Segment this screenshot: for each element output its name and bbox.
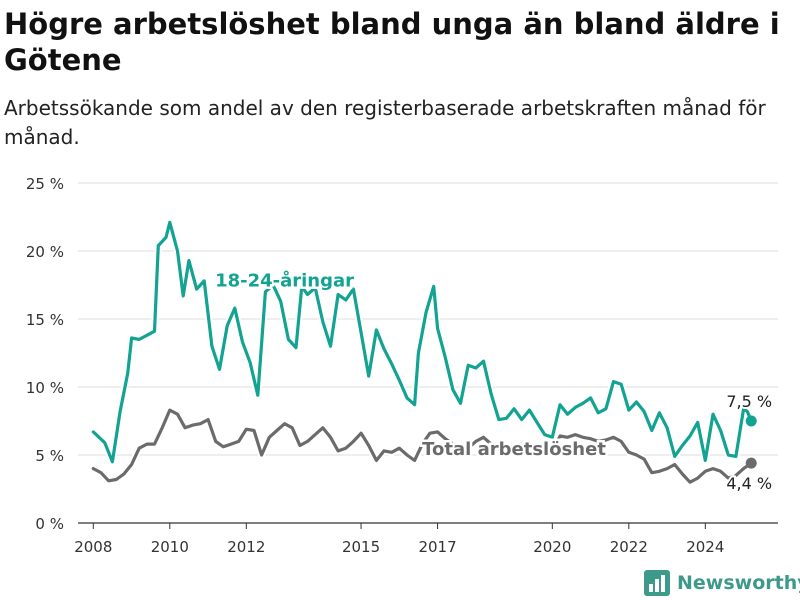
y-tick-label: 20 %: [26, 243, 64, 261]
y-tick-label: 5 %: [35, 447, 64, 465]
y-tick-label: 25 %: [26, 175, 64, 193]
bar-chart-logo-icon: [644, 570, 670, 596]
series-label-youth: 18-24-åringar: [215, 269, 354, 291]
chart-title: Högre arbetslöshet bland unga än bland ä…: [4, 7, 780, 77]
x-tick-label: 2020: [533, 538, 571, 556]
x-tick-label: 2024: [686, 538, 724, 556]
series-end-marker-youth: [745, 415, 757, 427]
x-tick-label: 2015: [342, 538, 380, 556]
series-line-total: [91, 408, 753, 484]
x-tick-label: 2017: [418, 538, 456, 556]
end-value-label-total: 4,4 %: [726, 474, 772, 493]
chart-subtitle: Arbetssökande som andel av den registerb…: [4, 96, 766, 149]
newsworthy-brand[interactable]: Newsworthy: [644, 568, 800, 598]
y-tick-label: 10 %: [26, 379, 64, 397]
y-tick-label: 15 %: [26, 311, 64, 329]
y-tick-label: 0 %: [35, 515, 64, 533]
x-tick-label: 2022: [610, 538, 648, 556]
series-label-total: Total arbetslöshet: [422, 439, 606, 460]
line-chart: 0 % 5 % 10 % 15 % 20 % 25 % 2008 2010 2012 2015 20…: [26, 175, 778, 556]
series-end-marker-total: [745, 457, 757, 469]
end-value-label-youth: 7,5 %: [726, 392, 772, 411]
x-tick-label: 2010: [151, 538, 189, 556]
brand-label: Newsworthy: [677, 572, 800, 594]
x-tick-label: 2008: [74, 538, 112, 556]
x-tick-label: 2012: [227, 538, 265, 556]
series-line-youth: [91, 220, 753, 464]
